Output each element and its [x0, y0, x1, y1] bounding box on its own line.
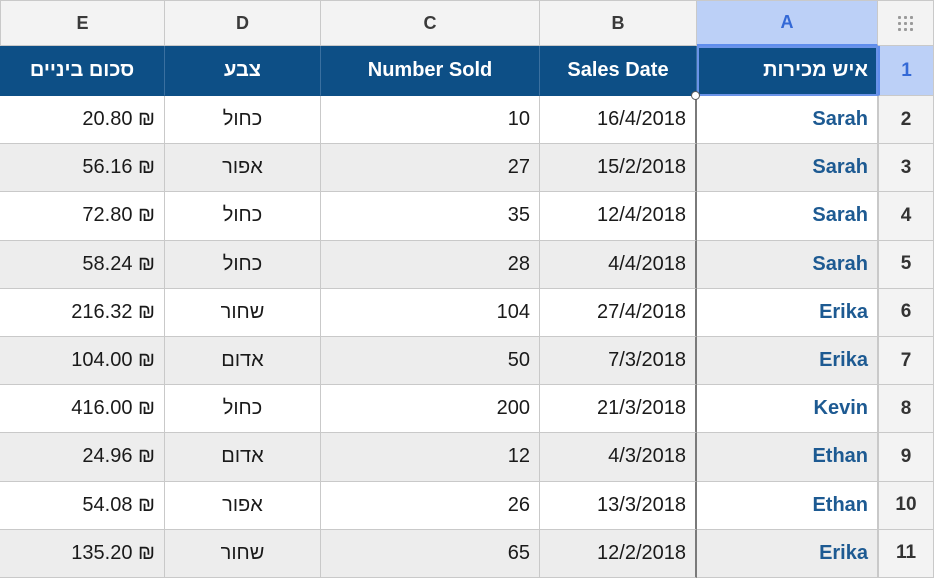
cell-subtotal[interactable]: 416.00 ₪ — [0, 385, 165, 434]
cell-number-sold[interactable]: 26 — [321, 481, 540, 530]
header-sales-date[interactable]: Sales Date — [540, 46, 697, 96]
row-number[interactable]: 5 — [878, 240, 934, 289]
row-number[interactable]: 6 — [878, 288, 934, 337]
cell-salesperson[interactable]: Ethan — [697, 481, 878, 530]
cell-subtotal[interactable]: 24.96 ₪ — [0, 433, 165, 482]
cell-number-sold[interactable]: 200 — [321, 385, 540, 434]
cell-color[interactable]: אדום — [165, 336, 321, 386]
cell-sales-date[interactable]: 21/3/2018 — [540, 385, 697, 434]
cell-color[interactable]: כחול — [165, 96, 321, 145]
cell-salesperson[interactable]: Sarah — [697, 240, 878, 289]
cell-number-sold[interactable]: 50 — [321, 336, 540, 386]
cell-color[interactable]: שחור — [165, 288, 321, 337]
cell-number-sold[interactable]: 27 — [321, 144, 540, 193]
cell-salesperson[interactable]: Erika — [697, 336, 878, 386]
row-number[interactable]: 10 — [878, 481, 934, 530]
cell-subtotal[interactable]: 58.24 ₪ — [0, 240, 165, 289]
header-subtotal[interactable]: סכום ביניים — [0, 46, 165, 96]
cell-salesperson[interactable]: Sarah — [697, 192, 878, 241]
cell-color[interactable]: אפור — [165, 481, 321, 530]
row-number[interactable]: 8 — [878, 385, 934, 434]
column-header-c[interactable]: C — [321, 0, 540, 46]
cell-sales-date[interactable]: 13/3/2018 — [540, 481, 697, 530]
header-salesperson[interactable]: איש מכירות — [697, 46, 878, 96]
column-header-e[interactable]: E — [0, 0, 165, 46]
row-number[interactable]: 7 — [878, 336, 934, 386]
cell-sales-date[interactable]: 16/4/2018 — [540, 96, 697, 145]
cell-salesperson[interactable]: Sarah — [697, 144, 878, 193]
cell-number-sold[interactable]: 28 — [321, 240, 540, 289]
cell-subtotal[interactable]: 216.32 ₪ — [0, 288, 165, 337]
cell-number-sold[interactable]: 104 — [321, 288, 540, 337]
cell-salesperson[interactable]: Erika — [697, 529, 878, 578]
row-number[interactable]: 11 — [878, 529, 934, 578]
column-header-a[interactable]: A — [697, 0, 878, 46]
cell-color[interactable]: כחול — [165, 385, 321, 434]
selection-resize-handle[interactable] — [691, 91, 700, 100]
cell-number-sold[interactable]: 10 — [321, 96, 540, 145]
cell-color[interactable]: אפור — [165, 144, 321, 193]
cell-sales-date[interactable]: 15/2/2018 — [540, 144, 697, 193]
cell-subtotal[interactable]: 20.80 ₪ — [0, 96, 165, 145]
cell-sales-date[interactable]: 7/3/2018 — [540, 336, 697, 386]
cell-color[interactable]: אדום — [165, 433, 321, 482]
row-number[interactable]: 4 — [878, 192, 934, 241]
select-all-corner[interactable] — [878, 0, 934, 46]
cell-sales-date[interactable]: 4/3/2018 — [540, 433, 697, 482]
header-color[interactable]: צבע — [165, 46, 321, 96]
cell-subtotal[interactable]: 54.08 ₪ — [0, 481, 165, 530]
cell-subtotal[interactable]: 56.16 ₪ — [0, 144, 165, 193]
cell-color[interactable]: שחור — [165, 529, 321, 578]
cell-sales-date[interactable]: 27/4/2018 — [540, 288, 697, 337]
cell-salesperson[interactable]: Sarah — [697, 96, 878, 145]
cell-color[interactable]: כחול — [165, 192, 321, 241]
cell-salesperson[interactable]: Ethan — [697, 433, 878, 482]
cell-salesperson[interactable]: Erika — [697, 288, 878, 337]
column-header-b[interactable]: B — [540, 0, 697, 46]
header-number-sold[interactable]: Number Sold — [321, 46, 540, 96]
cell-subtotal[interactable]: 135.20 ₪ — [0, 529, 165, 578]
cell-color[interactable]: כחול — [165, 240, 321, 289]
cell-salesperson[interactable]: Kevin — [697, 385, 878, 434]
cell-sales-date[interactable]: 4/4/2018 — [540, 240, 697, 289]
cell-number-sold[interactable]: 35 — [321, 192, 540, 241]
cell-subtotal[interactable]: 104.00 ₪ — [0, 336, 165, 386]
cell-sales-date[interactable]: 12/2/2018 — [540, 529, 697, 578]
cell-sales-date[interactable]: 12/4/2018 — [540, 192, 697, 241]
column-header-d[interactable]: D — [165, 0, 321, 46]
row-number[interactable]: 9 — [878, 433, 934, 482]
cell-number-sold[interactable]: 12 — [321, 433, 540, 482]
row-number[interactable]: 2 — [878, 96, 934, 145]
cell-number-sold[interactable]: 65 — [321, 529, 540, 578]
cell-subtotal[interactable]: 72.80 ₪ — [0, 192, 165, 241]
row-number[interactable]: 3 — [878, 144, 934, 193]
row-number-1[interactable]: 1 — [878, 46, 934, 96]
grid-dots-icon — [898, 15, 913, 31]
